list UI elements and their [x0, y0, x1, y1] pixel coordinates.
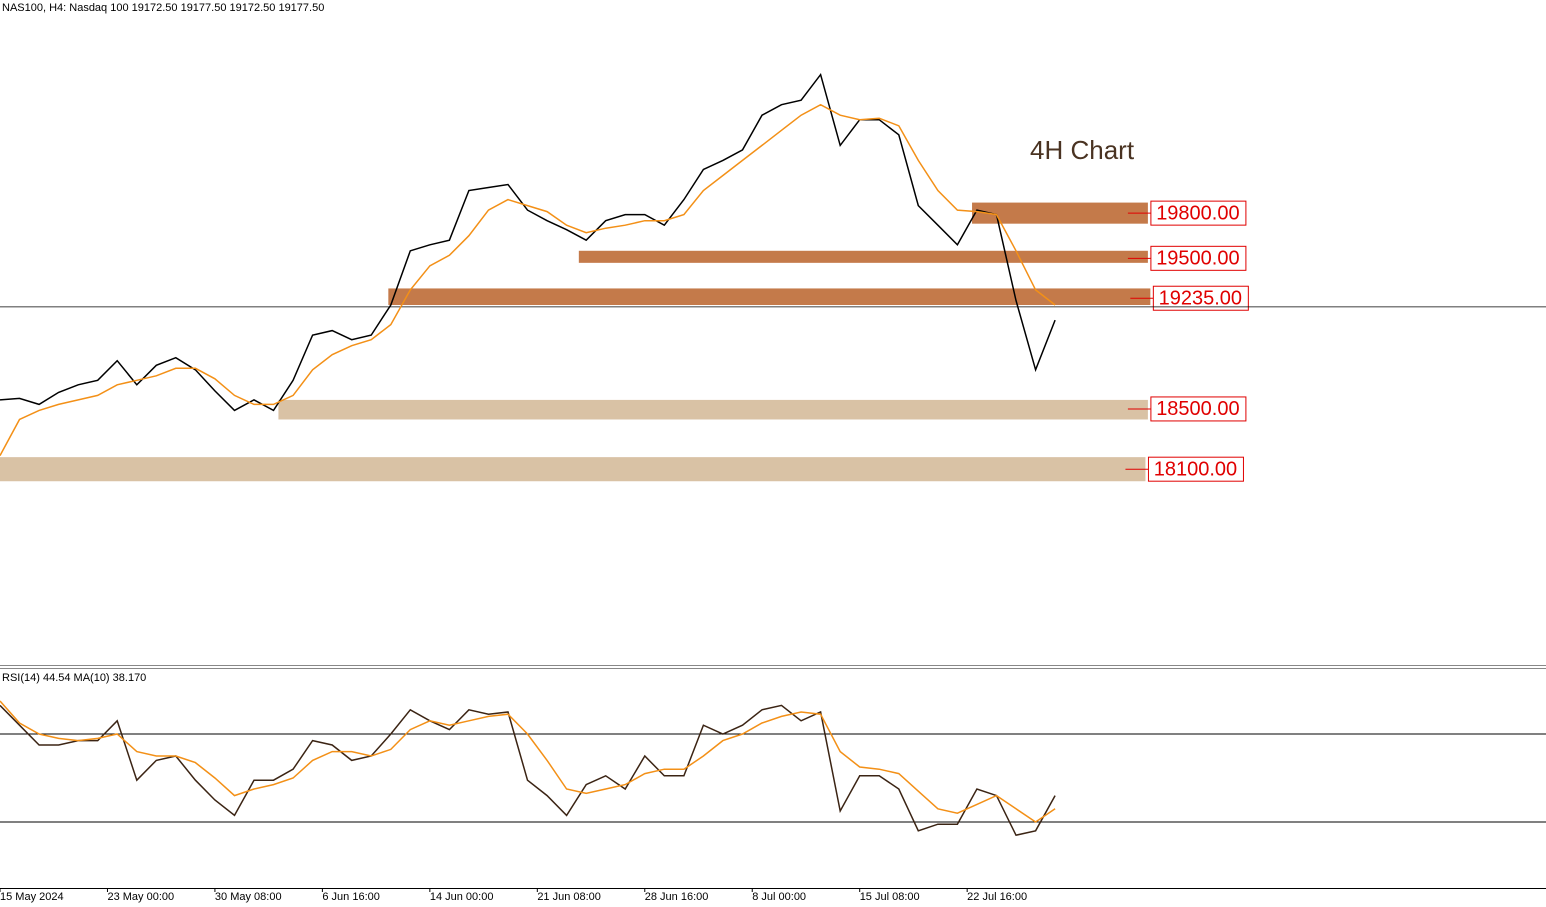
zone	[388, 288, 1151, 306]
rsi-title: RSI(14) 44.54 MA(10) 38.170	[2, 672, 146, 684]
x-tick-label: 21 Jun 08:00	[537, 891, 601, 903]
level-label: 19800.00	[1156, 202, 1239, 224]
level-label: 19500.00	[1156, 248, 1239, 270]
zone	[578, 250, 1148, 263]
zone	[278, 399, 1148, 420]
level-label-box	[1152, 285, 1249, 311]
series-line	[0, 72, 1056, 412]
x-tick-label: 22 Jul 16:00	[967, 891, 1027, 903]
x-tick-label: 30 May 08:00	[215, 891, 282, 903]
level-label-box	[1150, 396, 1247, 422]
level-label-box	[1147, 456, 1244, 482]
x-tick-label: 8 Jul 00:00	[752, 891, 806, 903]
level-label: 19235.00	[1159, 288, 1242, 310]
zone	[0, 457, 1146, 482]
chart-title: NAS100, H4: Nasdaq 100 19172.50 19177.50…	[2, 2, 324, 14]
series-line	[0, 700, 1056, 823]
level-label: 18500.00	[1156, 398, 1239, 420]
x-tick-label: 15 May 2024	[0, 891, 64, 903]
x-tick-label: 15 Jul 08:00	[860, 891, 920, 903]
level-label-box	[1150, 245, 1247, 271]
x-tick-label: 28 Jun 16:00	[645, 891, 709, 903]
x-tick-label: 6 Jun 16:00	[322, 891, 380, 903]
x-tick-label: 14 Jun 00:00	[430, 891, 494, 903]
series-line	[0, 704, 1056, 837]
x-tick-label: 23 May 00:00	[107, 891, 174, 903]
annotation: 4H Chart	[1030, 135, 1135, 165]
level-label-box	[1150, 200, 1247, 226]
series-line	[0, 103, 1056, 456]
level-label: 18100.00	[1154, 458, 1237, 480]
zone	[972, 202, 1148, 224]
